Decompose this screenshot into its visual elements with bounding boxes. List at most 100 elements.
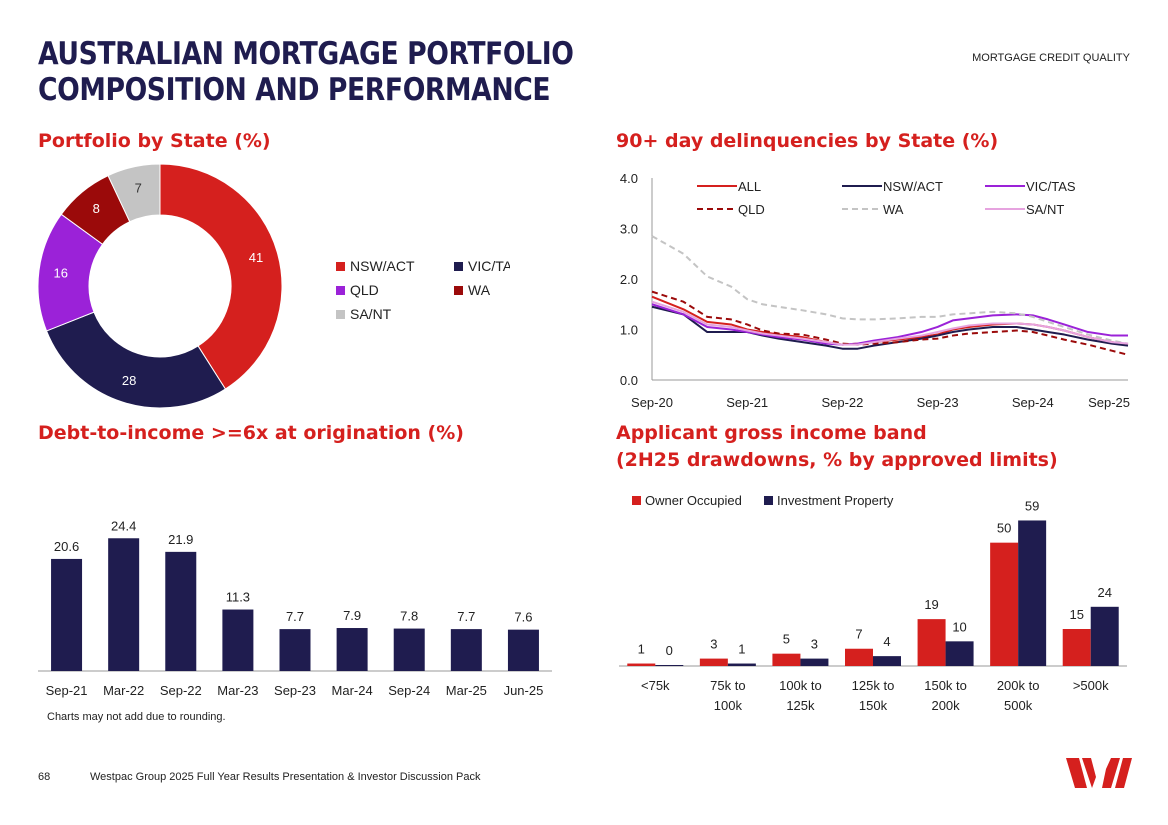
bar bbox=[450, 629, 482, 671]
x-tick-label: <75k bbox=[641, 678, 670, 693]
series-line-wa bbox=[651, 235, 1129, 345]
legend-label: SA/NT bbox=[350, 306, 392, 322]
bar-value-label: 11.3 bbox=[226, 590, 250, 605]
footnote: Charts may not add due to rounding. bbox=[47, 711, 226, 723]
portfolio-pie-chart: 41 28 16 8 7 NSW/ACT VIC/TAS QLD WA SA/NT bbox=[37, 163, 510, 409]
y-tick-label: 2.0 bbox=[620, 272, 638, 287]
pie-slice-vic-tas bbox=[45, 311, 227, 409]
legend-label: Investment Property bbox=[777, 493, 894, 508]
series-line-vic-tas bbox=[651, 303, 1128, 346]
legend-swatch bbox=[764, 496, 773, 505]
bar-value-label: 10 bbox=[952, 619, 966, 634]
x-tick-label: Sep-21 bbox=[726, 395, 768, 410]
bar-owner-occupied bbox=[772, 653, 801, 666]
x-tick-label: Mar-24 bbox=[332, 683, 373, 698]
legend-label: NSW/ACT bbox=[883, 179, 943, 194]
series-line-qld bbox=[651, 290, 1129, 356]
legend-label: VIC/TAS bbox=[1026, 179, 1076, 194]
income-chart-subtitle: (2H25 drawdowns, % by approved limits) bbox=[616, 449, 1058, 471]
x-tick-label: Sep-22 bbox=[821, 395, 863, 410]
dti-bar-chart: 20.6 Sep-21 24.4 Mar-22 21.9 Sep-22 11.3 Mar-23… bbox=[38, 518, 552, 698]
x-tick-label: Mar-25 bbox=[446, 683, 487, 698]
bar-value-label: 20.6 bbox=[54, 539, 79, 554]
page-number: 68 bbox=[38, 771, 51, 783]
bar-value-label: 5 bbox=[783, 632, 790, 647]
pie-value-label: 16 bbox=[54, 265, 68, 280]
bar-owner-occupied bbox=[699, 658, 728, 666]
bar-value-label: 21.9 bbox=[168, 532, 193, 547]
bar-owner-occupied bbox=[627, 663, 656, 666]
bar bbox=[165, 551, 197, 671]
westpac-logo bbox=[1066, 758, 1132, 788]
pie-value-label: 8 bbox=[93, 201, 100, 216]
bar bbox=[222, 609, 254, 671]
pie-slice-sa-nt bbox=[107, 163, 161, 223]
x-tick-label: 500k bbox=[1004, 698, 1033, 713]
y-tick-label: 1.0 bbox=[620, 323, 638, 338]
x-tick-label: >500k bbox=[1073, 678, 1109, 693]
bar-value-label: 1 bbox=[738, 642, 745, 657]
x-tick-label: 150k bbox=[859, 698, 888, 713]
bar-value-label: 7.6 bbox=[514, 610, 532, 625]
pie-value-label: 41 bbox=[249, 250, 263, 265]
bar-value-label: 7.7 bbox=[457, 609, 475, 624]
x-tick-label: 200k to bbox=[997, 678, 1040, 693]
bar-value-label: 50 bbox=[997, 521, 1011, 536]
x-tick-label: Mar-23 bbox=[217, 683, 258, 698]
x-tick-label: 100k to bbox=[779, 678, 822, 693]
page-title: AUSTRALIAN MORTGAGE PORTFOLIO COMPOSITIO… bbox=[38, 36, 574, 108]
x-tick-label: Sep-21 bbox=[46, 683, 88, 698]
legend-swatch bbox=[336, 310, 345, 319]
legend-label: QLD bbox=[350, 282, 379, 298]
bar-investment bbox=[655, 665, 684, 666]
legend-swatch bbox=[454, 262, 463, 271]
footer-text: Westpac Group 2025 Full Year Results Pre… bbox=[90, 771, 481, 783]
legend-label: QLD bbox=[738, 202, 765, 217]
bar-investment bbox=[800, 658, 829, 666]
bar-investment bbox=[1090, 606, 1119, 666]
bar-value-label: 19 bbox=[924, 597, 938, 612]
bar-value-label: 3 bbox=[710, 637, 717, 652]
pie-value-label: 28 bbox=[122, 373, 136, 388]
bar bbox=[108, 538, 140, 671]
bar-owner-occupied bbox=[990, 542, 1019, 666]
delinquency-chart-title: 90+ day delinquencies by State (%) bbox=[616, 130, 999, 152]
x-tick-label: Sep-24 bbox=[388, 683, 430, 698]
x-tick-label: Sep-22 bbox=[160, 683, 202, 698]
x-tick-label: Sep-23 bbox=[917, 395, 959, 410]
x-tick-label: Sep-24 bbox=[1012, 395, 1054, 410]
x-tick-label: Sep-23 bbox=[274, 683, 316, 698]
bar bbox=[279, 629, 311, 671]
section-label: MORTGAGE CREDIT QUALITY bbox=[972, 52, 1130, 64]
x-tick-label: Jun-25 bbox=[504, 683, 544, 698]
legend-label: VIC/TAS bbox=[468, 258, 510, 274]
pie-value-label: 7 bbox=[135, 180, 142, 195]
bar bbox=[507, 629, 539, 671]
bar-owner-occupied bbox=[1062, 629, 1091, 666]
bar-investment bbox=[945, 641, 974, 666]
bar bbox=[336, 628, 368, 671]
x-tick-label: Sep-25 bbox=[1088, 395, 1130, 410]
x-tick-label: 125k to bbox=[852, 678, 895, 693]
bar-value-label: 7.8 bbox=[400, 609, 418, 624]
bar-value-label: 1 bbox=[638, 642, 645, 657]
income-chart-title: Applicant gross income band bbox=[616, 422, 927, 444]
bar-value-label: 0 bbox=[666, 643, 673, 658]
x-tick-label: Sep-20 bbox=[631, 395, 673, 410]
portfolio-chart-title: Portfolio by State (%) bbox=[38, 130, 271, 152]
legend-label: WA bbox=[468, 282, 491, 298]
bar-value-label: 24 bbox=[1097, 585, 1111, 600]
y-tick-label: 3.0 bbox=[620, 222, 638, 237]
y-tick-label: 0.0 bbox=[620, 373, 638, 388]
bar bbox=[393, 628, 425, 671]
bar-value-label: 7 bbox=[855, 627, 862, 642]
delinquency-line-chart: 0.0 1.0 2.0 3.0 4.0 Sep-20 Sep-21 Sep-22 Sep-23 S… bbox=[620, 171, 1130, 410]
bar-value-label: 59 bbox=[1025, 498, 1039, 513]
x-tick-label: Mar-22 bbox=[103, 683, 144, 698]
legend-label: NSW/ACT bbox=[350, 258, 415, 274]
bar-owner-occupied bbox=[845, 648, 873, 666]
x-tick-label: 125k bbox=[786, 698, 815, 713]
bar-investment bbox=[727, 663, 756, 666]
bar bbox=[51, 558, 83, 671]
legend-swatch bbox=[632, 496, 641, 505]
